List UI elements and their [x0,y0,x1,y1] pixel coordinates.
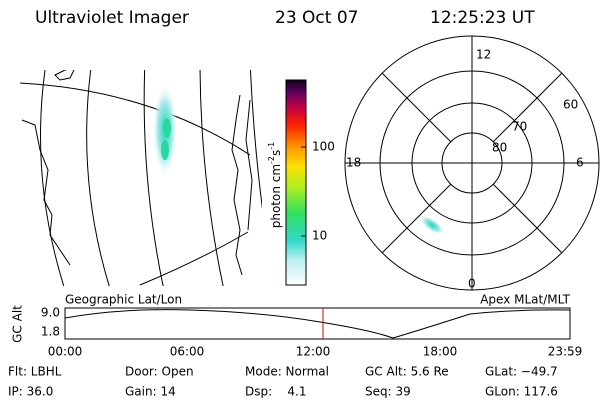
info-field: Flt: LBHL [8,365,62,379]
mlat-label: 80 [492,141,507,155]
polar-plot [344,35,600,291]
info-field: GLon: 117.6 [485,385,558,399]
y-tick-label: 1.8 [41,325,60,339]
altitude-curve [64,309,571,339]
colorbar-tick-label: 10 [312,229,327,243]
mlt-label: 0 [468,277,476,291]
mlat-label: 60 [563,98,578,112]
colorbar-tick-label: 100 [312,140,335,154]
time: 12:25:23 UT [430,8,535,28]
info-field: IP: 36.0 [8,385,53,399]
info-field: Door: Open [125,365,194,379]
info-field: Seq: 39 [365,385,411,399]
x-tick-label: 12:00 [296,345,331,359]
x-tick-label: 18:00 [423,345,458,359]
unit: photon cm [269,164,283,228]
mlt-label: 12 [476,48,491,62]
info-field: GLat: −49.7 [485,365,558,379]
date: 23 Oct 07 [275,8,358,28]
info-field: Mode: Normal [245,365,329,379]
title: Ultraviolet Imager [35,8,189,28]
exp: -2 [267,156,276,164]
unit: s [269,150,283,156]
mlt-label: 6 [576,156,584,170]
mlat-label: 70 [512,120,527,134]
info-field: Gain: 14 [125,385,176,399]
x-tick-label: 00:00 [48,345,83,359]
mlt-label: 18 [346,156,361,170]
colorbar [285,79,307,286]
exp: -1 [267,142,276,150]
info-panel: Flt: LBHL Door: Open Mode: Normal GC Alt: 5… [8,365,558,399]
timeline-box [64,307,571,340]
map-caption: Geographic Lat/Lon [65,293,182,307]
colorbar-label: photon cm-2s-1 [267,142,283,229]
x-tick-label: 23:59 [548,345,583,359]
polar-caption: Apex MLat/MLT [480,293,570,307]
info-field: GC Alt: 5.6 Re [365,365,449,379]
y-tick-label: 9.0 [41,306,60,320]
geo-map [20,70,262,286]
x-tick-label: 06:00 [170,345,205,359]
timeline-ylabel: GC Alt [11,305,25,343]
info-field: Dsp: 4.1 [245,385,307,399]
